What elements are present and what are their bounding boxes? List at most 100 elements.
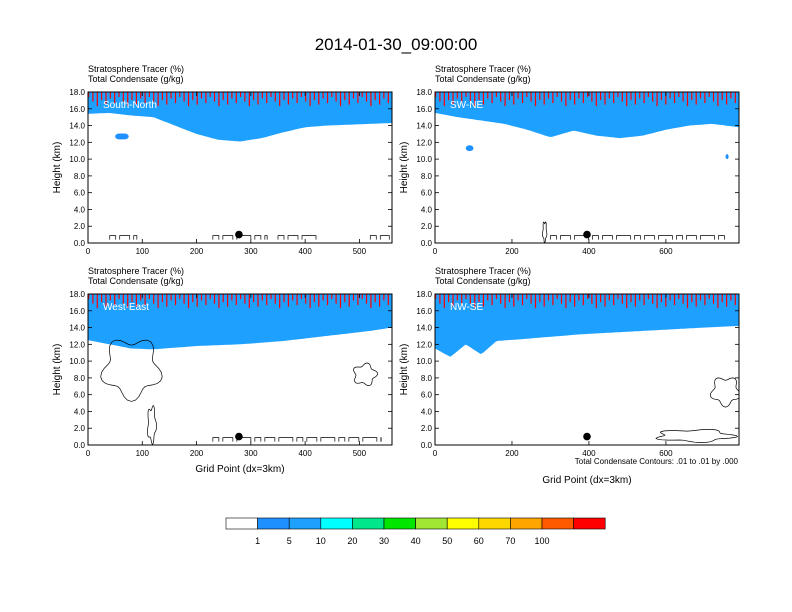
tracer-streak [196, 92, 198, 105]
y-tick-label: 4.0 [421, 205, 433, 214]
tracer-streak [101, 294, 103, 303]
tracer-streak [253, 294, 255, 303]
y-tick-label: 0.0 [74, 441, 86, 450]
tracer-streak [218, 92, 220, 107]
colorbar-label: 50 [442, 536, 452, 546]
x-tick-label: 400 [298, 247, 312, 256]
tracer-streak [170, 294, 172, 301]
tracer-streak [96, 294, 98, 309]
tracer-streak [231, 294, 233, 301]
panels: Stratosphere Tracer (%)Total Condensate … [52, 64, 740, 486]
colorbar: 1 5 10 20 30 40 50 60 70 100 [225, 517, 606, 546]
tracer-streak [730, 92, 732, 99]
tracer-streak [114, 294, 116, 306]
tracer-streak [652, 294, 654, 304]
y-tick-label: 6.0 [74, 189, 86, 198]
tracer-streak [626, 294, 628, 309]
y-axis-label: Height (km) [399, 142, 410, 194]
tracer-streak [578, 92, 580, 99]
panel-direction-label: West-East [103, 302, 149, 313]
x-tick-label: 500 [353, 247, 367, 256]
tracer-streak [539, 294, 541, 303]
tracer-streak [244, 294, 246, 304]
colorbar-label: 60 [474, 536, 484, 546]
tracer-streak [730, 294, 732, 301]
tracer-streak [591, 92, 593, 102]
tracer-streak [665, 92, 667, 105]
tracer-streak [448, 92, 450, 101]
tracer-streak [127, 92, 129, 107]
y-tick-label: 12.0 [69, 340, 85, 349]
y-tick-label: 0.0 [421, 239, 433, 248]
plot-frame [87, 91, 393, 244]
tracer-streak [591, 294, 593, 304]
tracer-streak [574, 92, 576, 105]
colorbar-label: 5 [287, 536, 292, 546]
tracer-streak [482, 92, 484, 105]
tracer-streak [669, 92, 671, 99]
tracer-streak [534, 92, 537, 107]
tracer-streak [461, 294, 463, 306]
tracer-streak [235, 92, 237, 104]
tracer-streak [495, 92, 497, 97]
y-tick-label: 12.0 [416, 138, 432, 147]
tracer-streak [435, 294, 437, 299]
colorbar-swatch [352, 517, 385, 530]
tracer-streak [578, 294, 580, 301]
tracer-streak [504, 92, 506, 107]
panel-title-condensate: Total Condensate (g/kg) [88, 276, 184, 286]
y-tick-label: 12.0 [69, 138, 85, 147]
tracer-streak [574, 294, 576, 307]
tracer-streak [148, 294, 150, 299]
tracer-streak [617, 294, 619, 299]
tracer-streak [348, 92, 350, 105]
panel-title-condensate: Total Condensate (g/kg) [435, 74, 531, 84]
tracer-streak [487, 92, 489, 99]
tracer-streak [556, 92, 558, 97]
tracer-streak [166, 92, 168, 105]
tracer-streak [326, 294, 329, 306]
tracer-streak [109, 92, 111, 99]
tracer-streak [604, 92, 606, 105]
tracer-streak [109, 294, 111, 301]
tracer-streak [274, 294, 276, 304]
tracer-streak [153, 92, 155, 102]
x-tick-label: 600 [659, 449, 673, 458]
tracer-streak [448, 294, 450, 303]
tracer-streak [157, 294, 159, 309]
x-axis-label: Grid Point (dx=3km) [542, 475, 631, 486]
colorbar-swatch [320, 517, 353, 530]
tracer-streak [313, 294, 315, 303]
colorbar-swatch [288, 517, 322, 530]
tracer-streak [361, 294, 363, 299]
tracer-streak [465, 294, 467, 299]
x-tick-label: 0 [86, 247, 91, 256]
tracer-streak [665, 294, 667, 307]
tracer-streak [521, 92, 524, 104]
tracer-streak [530, 92, 532, 102]
colorbar-label: 40 [411, 536, 421, 546]
panel-direction-label: NW-SE [450, 302, 483, 313]
tracer-streak [339, 294, 342, 309]
tracer-streak [387, 92, 389, 104]
tracer-streak [513, 92, 515, 105]
tracer-streak [292, 294, 294, 301]
tracer-streak [686, 294, 689, 309]
tracer-streak [283, 294, 285, 303]
panel-title-condensate: Total Condensate (g/kg) [88, 74, 184, 84]
tracer-streak [374, 92, 376, 101]
tracer-streak [673, 294, 676, 306]
colorbar-swatch [415, 517, 448, 530]
tracer-streak [469, 92, 471, 102]
y-tick-label: 8.0 [74, 172, 86, 181]
tracer-streak [300, 92, 302, 97]
tracer-streak [266, 294, 268, 306]
tracer-streak [200, 92, 203, 99]
tracer-streak [569, 92, 571, 101]
tracer-streak [92, 294, 94, 304]
y-axis-label: Height (km) [52, 344, 63, 396]
tracer-streak [504, 294, 506, 309]
colorbar-label: 1 [255, 536, 260, 546]
tracer-streak [699, 92, 702, 99]
tracer-streak [161, 92, 163, 101]
